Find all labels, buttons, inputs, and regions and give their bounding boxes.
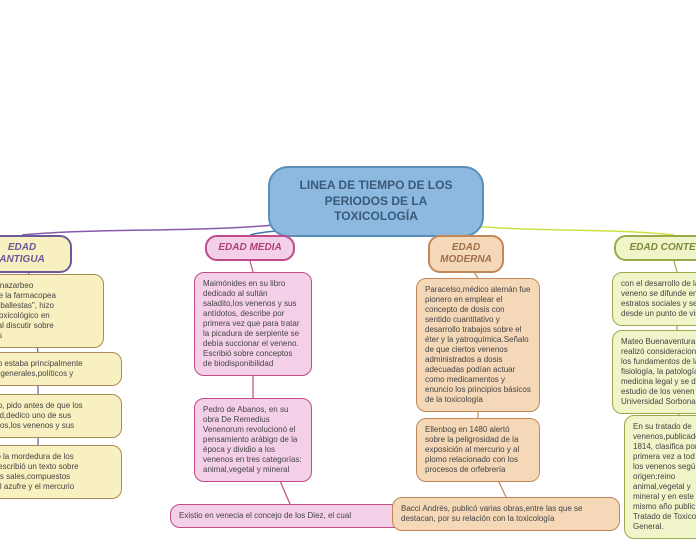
branch-label[interactable]: EDAD CONTEMPO <box>614 235 696 261</box>
node[interactable]: , el veneno estaba principalmente oderos… <box>0 352 122 386</box>
node[interactable]: scórides Anazarbeo el padre de la farmac… <box>0 274 104 348</box>
node[interactable]: obra como la mordedura de los , ademas e… <box>0 445 122 499</box>
node[interactable]: Existio en venecia el concejo de los Die… <box>170 504 410 528</box>
node[interactable]: con el desarrollo de la ci veneno se dif… <box>612 272 696 326</box>
branch-label[interactable]: EDAD MEDIA <box>205 235 295 261</box>
node[interactable]: En su tratado de venenos,publicado 1814,… <box>624 415 696 539</box>
node[interactable]: Maimónides en su libro dedicado al sultá… <box>194 272 312 376</box>
node[interactable]: Paracelso,médico alemán fue pionero en e… <box>416 278 540 412</box>
branch-label[interactable]: EDAD ANTIGUA <box>0 235 72 273</box>
mindmap-canvas: LINEA DE TIEMPO DE LOS PERIODOS DE LA TO… <box>0 0 696 520</box>
branch-label[interactable]: EDAD MODERNA <box>428 235 504 273</box>
node[interactable]: dico griego, pido antes de que los esta … <box>0 394 122 438</box>
node[interactable]: Mateo Buenaventura realizó consideracion… <box>612 330 696 414</box>
node[interactable]: Bacci Andrés, publicó varias obras,entre… <box>392 497 620 531</box>
connector-lines <box>0 0 696 520</box>
node[interactable]: Pedro de Abanos, en su obra De Remedius … <box>194 398 312 482</box>
node[interactable]: Ellenbog en 1480 alertó sobre la peligro… <box>416 418 540 482</box>
central-topic[interactable]: LINEA DE TIEMPO DE LOS PERIODOS DE LA TO… <box>268 166 484 237</box>
